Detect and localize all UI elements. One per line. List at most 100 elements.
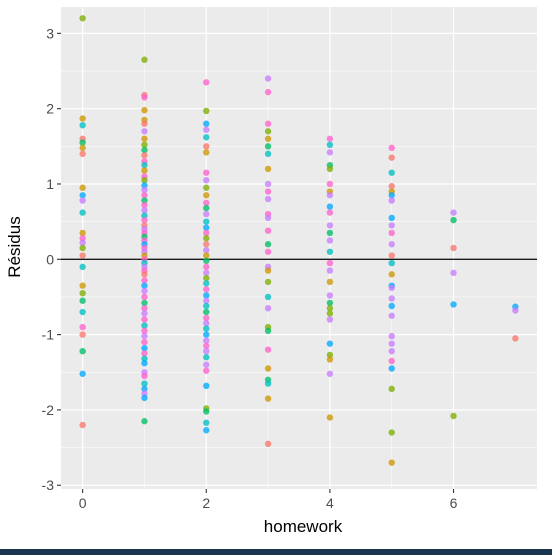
data-point bbox=[141, 350, 148, 357]
data-point bbox=[203, 235, 210, 242]
data-point bbox=[264, 120, 272, 127]
data-point bbox=[141, 327, 148, 335]
data-point bbox=[326, 310, 334, 317]
data-point bbox=[264, 143, 272, 150]
data-point bbox=[264, 188, 272, 195]
data-point bbox=[264, 180, 272, 188]
data-point bbox=[326, 141, 334, 149]
data-point bbox=[203, 361, 210, 368]
data-point bbox=[203, 177, 210, 184]
x-tick-label: 0 bbox=[79, 495, 87, 511]
data-point bbox=[141, 271, 148, 278]
data-point bbox=[326, 278, 334, 286]
data-point bbox=[264, 241, 272, 248]
data-point bbox=[326, 203, 334, 210]
data-point bbox=[203, 419, 210, 426]
y-tick-label: -1 bbox=[42, 327, 55, 343]
data-point bbox=[388, 340, 395, 347]
data-point bbox=[141, 216, 148, 224]
data-point bbox=[141, 146, 148, 154]
data-point bbox=[264, 135, 272, 142]
data-point bbox=[326, 149, 334, 156]
y-axis-label: Résidus bbox=[5, 216, 24, 277]
data-point bbox=[203, 134, 210, 141]
data-point bbox=[141, 141, 148, 149]
data-point bbox=[141, 305, 148, 312]
data-point bbox=[203, 308, 210, 316]
y-tick-label: -3 bbox=[42, 477, 55, 493]
data-point bbox=[79, 370, 86, 377]
data-point bbox=[141, 310, 148, 317]
data-point bbox=[326, 340, 334, 347]
data-point bbox=[141, 212, 148, 219]
data-point bbox=[141, 316, 148, 323]
data-point bbox=[203, 149, 210, 156]
data-point bbox=[141, 182, 148, 189]
data-point bbox=[326, 267, 334, 274]
data-point bbox=[388, 222, 395, 229]
data-point bbox=[141, 385, 148, 393]
data-point bbox=[388, 302, 395, 310]
data-point bbox=[203, 354, 210, 361]
data-point bbox=[264, 195, 272, 203]
data-point bbox=[79, 144, 86, 152]
data-point bbox=[79, 282, 86, 289]
data-point bbox=[264, 278, 272, 286]
data-point bbox=[141, 201, 148, 209]
bottom-border bbox=[0, 549, 552, 555]
data-point bbox=[79, 308, 86, 316]
data-point bbox=[203, 314, 210, 322]
data-point bbox=[203, 204, 210, 212]
data-point bbox=[79, 235, 86, 242]
data-point bbox=[141, 94, 148, 101]
data-point bbox=[203, 252, 210, 259]
data-point bbox=[450, 269, 457, 277]
data-point bbox=[388, 252, 395, 259]
data-point bbox=[141, 287, 148, 295]
data-point bbox=[79, 252, 86, 259]
data-point bbox=[203, 107, 210, 115]
data-point bbox=[264, 227, 272, 234]
data-point bbox=[388, 229, 395, 237]
data-point bbox=[264, 440, 272, 448]
data-point bbox=[388, 357, 395, 365]
y-tick-label: 1 bbox=[46, 176, 54, 192]
data-point bbox=[388, 197, 395, 204]
data-point bbox=[388, 312, 395, 319]
data-point bbox=[79, 115, 86, 122]
data-point bbox=[203, 126, 210, 133]
data-point bbox=[264, 88, 272, 96]
data-point bbox=[203, 347, 210, 355]
data-point bbox=[203, 325, 210, 332]
data-point bbox=[326, 351, 334, 359]
x-axis: 0 2 4 6 bbox=[79, 489, 458, 511]
data-point bbox=[203, 342, 210, 350]
data-point bbox=[326, 229, 334, 237]
data-point bbox=[326, 316, 334, 323]
data-point bbox=[326, 356, 334, 363]
data-point bbox=[388, 241, 395, 248]
data-point bbox=[79, 229, 86, 237]
data-point bbox=[388, 183, 395, 190]
data-point bbox=[141, 372, 148, 380]
y-tick-label: 2 bbox=[46, 101, 54, 117]
data-point bbox=[264, 75, 272, 82]
data-point bbox=[264, 365, 272, 372]
data-point bbox=[203, 79, 210, 86]
data-point bbox=[141, 293, 148, 301]
data-point bbox=[264, 150, 272, 158]
data-point bbox=[79, 197, 86, 204]
data-point bbox=[450, 209, 457, 216]
data-point bbox=[141, 277, 148, 284]
data-point bbox=[141, 380, 148, 387]
data-point bbox=[512, 335, 519, 342]
data-point bbox=[388, 365, 395, 372]
data-points bbox=[79, 15, 519, 466]
data-point bbox=[388, 347, 395, 355]
data-point bbox=[326, 222, 334, 229]
y-axis: -3 -2 -1 0 1 2 3 bbox=[42, 25, 61, 493]
data-point bbox=[203, 263, 210, 271]
data-point bbox=[264, 165, 272, 173]
data-point bbox=[203, 269, 210, 277]
data-point bbox=[264, 327, 272, 335]
